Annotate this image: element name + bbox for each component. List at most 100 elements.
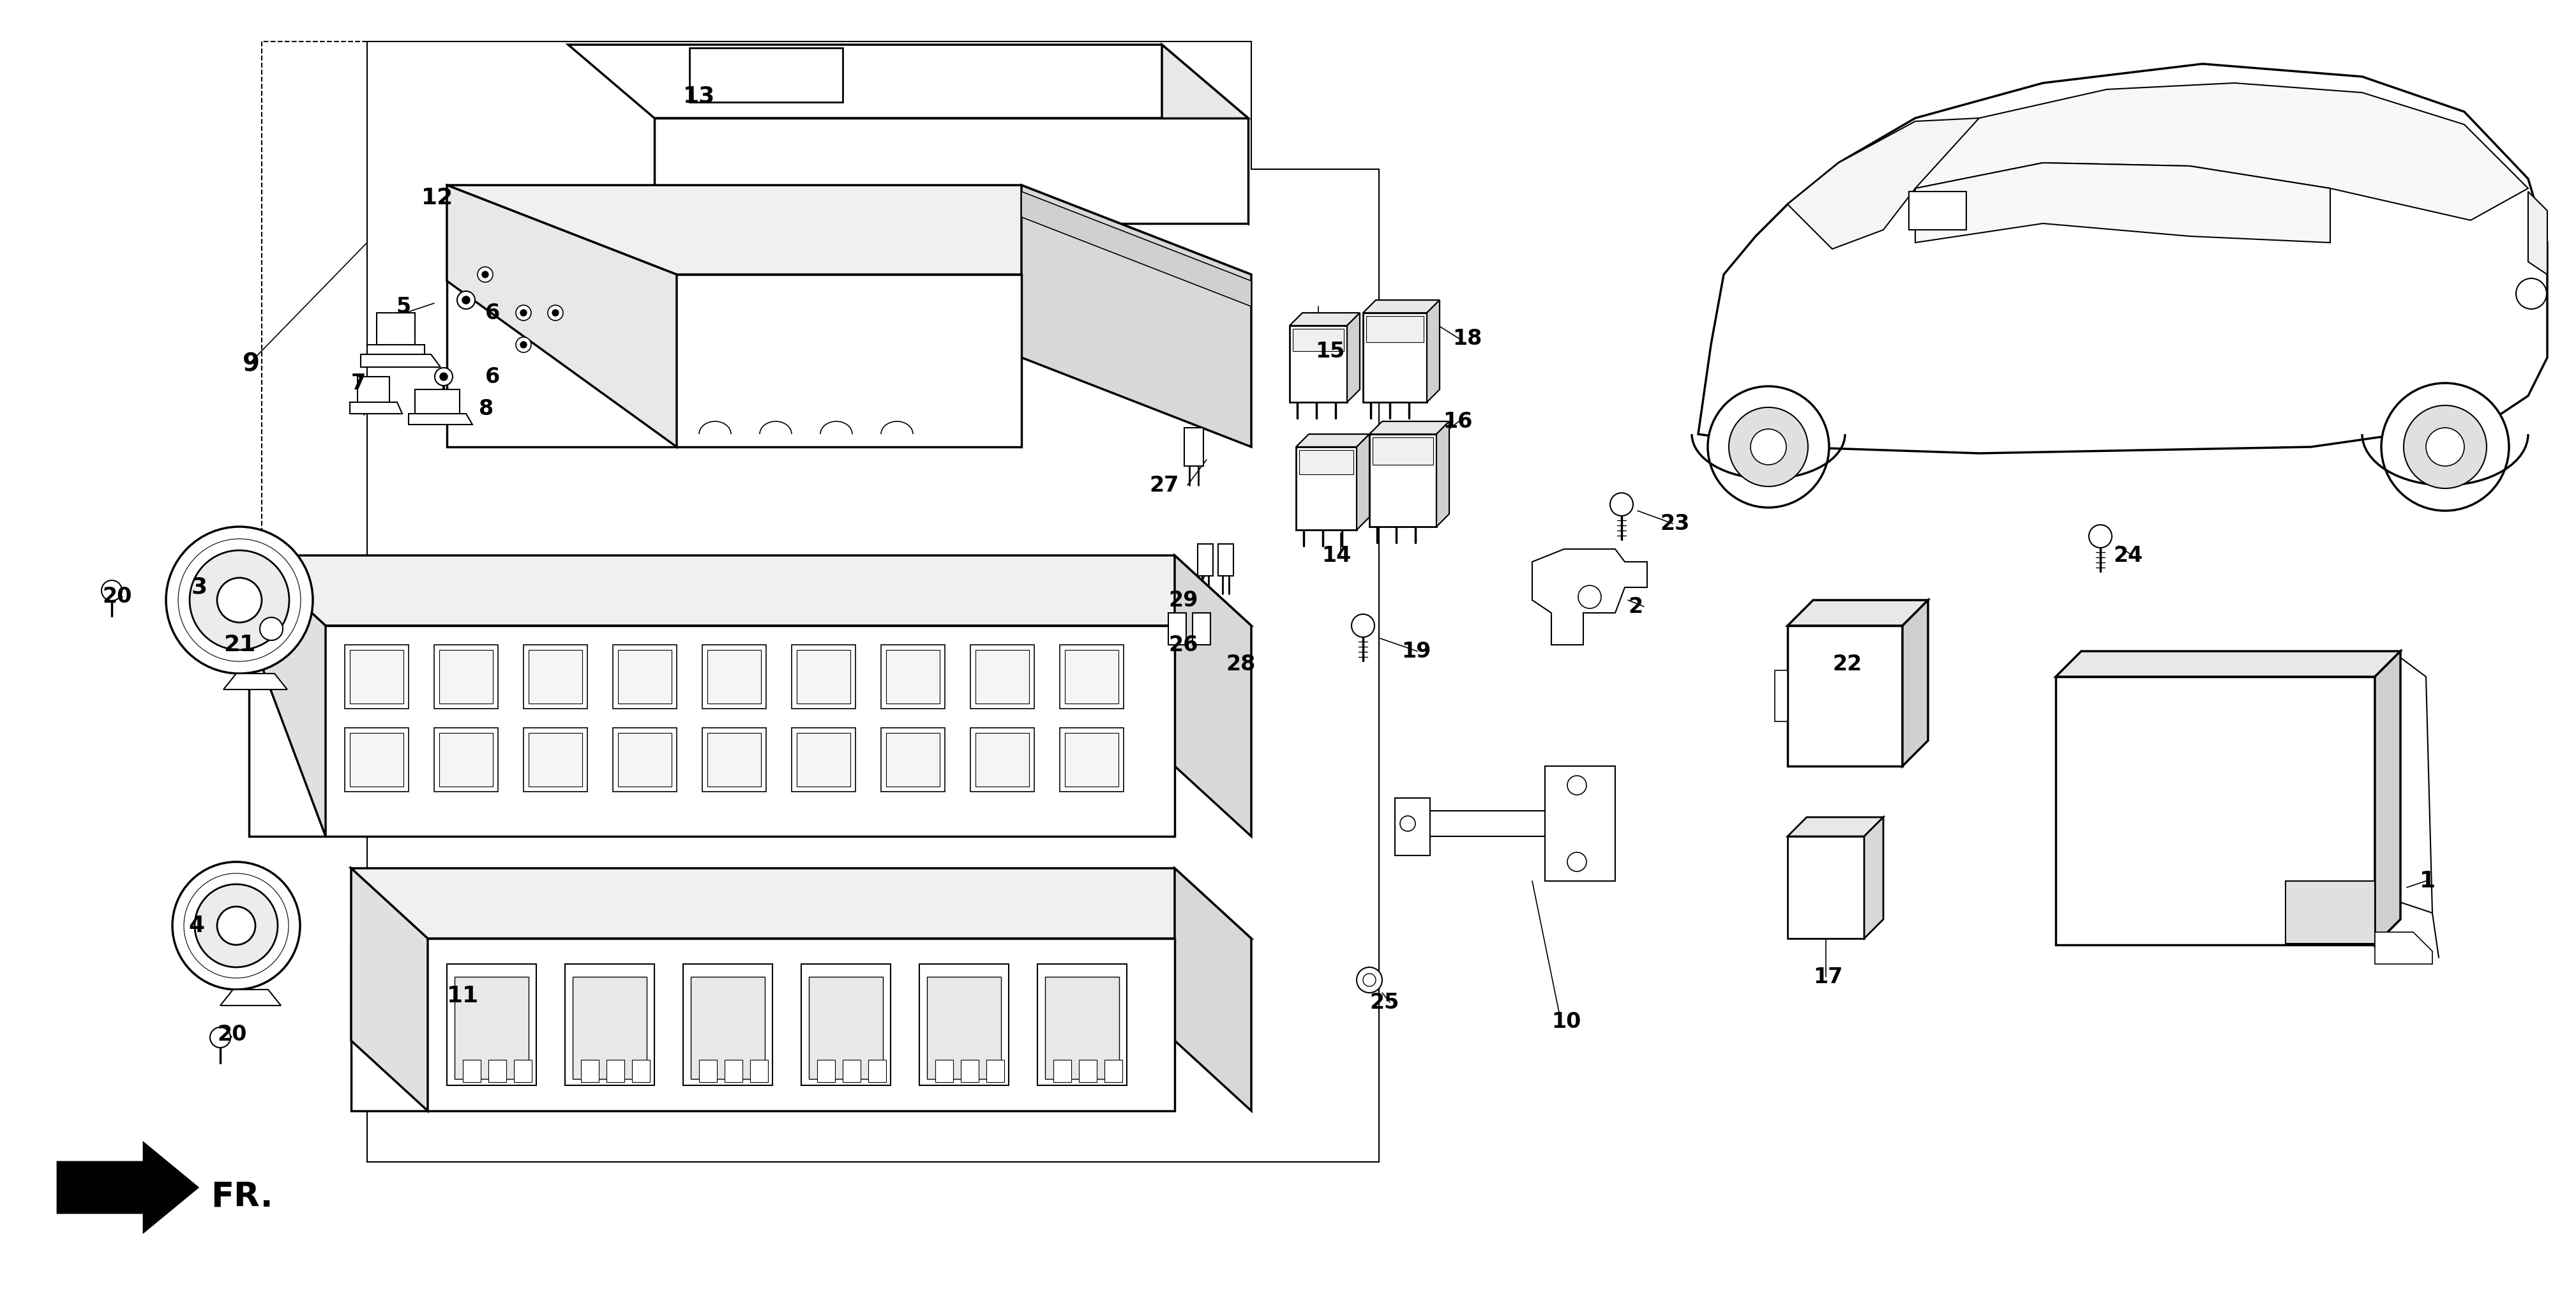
Text: 13: 13: [683, 86, 716, 106]
Polygon shape: [224, 674, 289, 689]
Polygon shape: [1296, 447, 1358, 530]
Polygon shape: [987, 1060, 1005, 1082]
Circle shape: [440, 373, 448, 381]
Polygon shape: [2056, 651, 2401, 677]
Text: 22: 22: [1832, 653, 1862, 674]
Polygon shape: [446, 275, 1023, 447]
Polygon shape: [1914, 163, 2331, 242]
Polygon shape: [961, 1060, 979, 1082]
Polygon shape: [1175, 556, 1252, 836]
Text: 7: 7: [350, 372, 366, 394]
Text: 6: 6: [484, 302, 500, 324]
Text: 1: 1: [2419, 870, 2437, 892]
Polygon shape: [1293, 329, 1345, 351]
Polygon shape: [971, 645, 1033, 709]
Polygon shape: [613, 645, 677, 709]
Circle shape: [1610, 492, 1633, 516]
Polygon shape: [1788, 818, 1883, 836]
Polygon shape: [1023, 192, 1252, 306]
Polygon shape: [703, 645, 765, 709]
Polygon shape: [976, 649, 1030, 704]
Circle shape: [216, 907, 255, 945]
Circle shape: [1728, 407, 1808, 486]
Polygon shape: [376, 312, 415, 345]
Circle shape: [1708, 386, 1829, 508]
Polygon shape: [464, 1060, 482, 1082]
Polygon shape: [368, 41, 1378, 1163]
Polygon shape: [971, 728, 1033, 792]
Polygon shape: [564, 964, 654, 1085]
Polygon shape: [1904, 600, 1927, 766]
Text: 14: 14: [1321, 544, 1350, 566]
Polygon shape: [1185, 428, 1203, 467]
Polygon shape: [1788, 600, 1927, 626]
Polygon shape: [1358, 434, 1370, 530]
Polygon shape: [613, 728, 677, 792]
Polygon shape: [1170, 613, 1185, 645]
Polygon shape: [1891, 83, 2527, 220]
Polygon shape: [453, 977, 528, 1080]
Polygon shape: [796, 649, 850, 704]
Polygon shape: [1291, 312, 1360, 325]
Polygon shape: [842, 1060, 860, 1082]
Polygon shape: [250, 626, 1175, 836]
Circle shape: [515, 337, 531, 353]
Polygon shape: [361, 354, 440, 367]
Polygon shape: [446, 964, 536, 1085]
Polygon shape: [582, 1060, 598, 1082]
Polygon shape: [1059, 728, 1123, 792]
Polygon shape: [250, 556, 1252, 626]
Polygon shape: [1865, 818, 1883, 938]
Polygon shape: [801, 964, 891, 1085]
Polygon shape: [2285, 881, 2375, 943]
Polygon shape: [724, 1060, 742, 1082]
Text: 8: 8: [479, 398, 495, 419]
Polygon shape: [1788, 118, 1978, 249]
Circle shape: [211, 1028, 229, 1047]
Polygon shape: [1437, 421, 1450, 526]
Polygon shape: [1373, 437, 1432, 465]
Text: 20: 20: [216, 1024, 247, 1045]
Polygon shape: [569, 44, 1249, 118]
Text: 12: 12: [422, 187, 453, 209]
Text: 19: 19: [1401, 640, 1430, 662]
Text: 23: 23: [1659, 513, 1690, 534]
Polygon shape: [1079, 1060, 1097, 1082]
Polygon shape: [345, 728, 410, 792]
Polygon shape: [1059, 645, 1123, 709]
Polygon shape: [1396, 798, 1430, 855]
Circle shape: [551, 310, 559, 316]
Circle shape: [1358, 967, 1383, 993]
Text: 5: 5: [397, 295, 410, 318]
Polygon shape: [2527, 192, 2548, 275]
Circle shape: [520, 342, 526, 347]
Circle shape: [100, 581, 121, 601]
Polygon shape: [446, 185, 677, 447]
Polygon shape: [2375, 932, 2432, 964]
Polygon shape: [886, 734, 940, 787]
Circle shape: [1752, 429, 1785, 465]
Circle shape: [461, 297, 469, 303]
Polygon shape: [350, 868, 428, 1111]
Polygon shape: [708, 734, 760, 787]
Polygon shape: [350, 734, 404, 787]
Polygon shape: [350, 402, 402, 413]
Polygon shape: [809, 977, 884, 1080]
Polygon shape: [1064, 649, 1118, 704]
Circle shape: [1566, 853, 1587, 871]
Polygon shape: [750, 1060, 768, 1082]
Circle shape: [549, 305, 564, 320]
Polygon shape: [1347, 312, 1360, 402]
Text: 24: 24: [2112, 544, 2143, 566]
Circle shape: [260, 617, 283, 640]
Polygon shape: [528, 649, 582, 704]
Text: 6: 6: [484, 367, 500, 388]
Polygon shape: [368, 345, 425, 358]
Polygon shape: [440, 649, 492, 704]
Text: 26: 26: [1170, 634, 1198, 656]
Polygon shape: [618, 734, 672, 787]
Text: 17: 17: [1814, 967, 1842, 988]
Text: 11: 11: [446, 985, 479, 1007]
Polygon shape: [250, 556, 325, 836]
Circle shape: [2089, 525, 2112, 548]
